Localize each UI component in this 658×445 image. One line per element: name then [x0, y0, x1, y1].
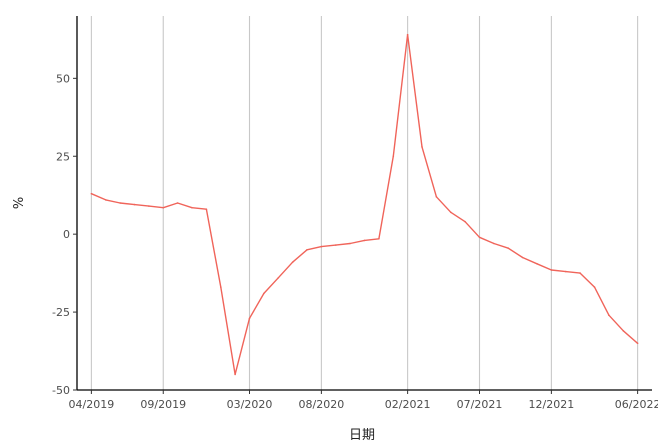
x-tick-label: 02/2021: [385, 398, 431, 411]
data-point: [248, 317, 251, 320]
series-line: [91, 34, 639, 376]
data-point: [176, 202, 179, 204]
x-tick-label: 07/2021: [457, 398, 503, 411]
data-point: [234, 373, 236, 376]
x-tick-label: 03/2020: [227, 398, 273, 411]
data-point: [521, 256, 524, 259]
data-point: [421, 146, 423, 148]
data-point: [536, 263, 538, 265]
y-tick-label: -25: [52, 306, 70, 319]
data-point: [565, 270, 567, 273]
y-tick-label: 0: [63, 228, 70, 241]
data-point: [335, 244, 337, 246]
data-point: [550, 269, 553, 271]
data-point: [493, 242, 495, 245]
data-point: [450, 211, 452, 214]
data-point: [105, 199, 107, 201]
data-point: [593, 286, 596, 288]
vertical-gridlines: [90, 16, 639, 390]
data-point: [349, 242, 351, 245]
y-axis-ticks: -50 -25 0 25 50: [52, 72, 77, 397]
data-point: [263, 292, 265, 295]
x-tick-label: 09/2019: [140, 398, 186, 411]
data-point: [205, 208, 208, 210]
data-point: [608, 314, 610, 317]
data-point: [507, 247, 510, 249]
y-tick-label: 25: [56, 150, 70, 163]
data-point: [162, 206, 165, 209]
data-point: [291, 261, 294, 264]
series-layer: [90, 33, 639, 376]
data-point: [220, 286, 222, 288]
data-point: [320, 245, 323, 248]
data-point: [277, 277, 280, 279]
y-tick-label: -50: [52, 384, 70, 397]
x-axis-title: 日期: [349, 428, 375, 443]
data-point: [306, 249, 308, 251]
data-point: [191, 206, 193, 209]
data-point: [378, 238, 380, 240]
data-point: [478, 236, 481, 239]
x-tick-label: 08/2020: [299, 398, 345, 411]
data-point: [622, 330, 625, 332]
data-point: [133, 203, 136, 206]
data-point: [636, 342, 639, 345]
data-point: [579, 272, 581, 274]
data-point: [363, 239, 366, 242]
data-point: [406, 33, 409, 36]
data-point: [464, 220, 466, 223]
x-tick-label: 04/2019: [69, 398, 115, 411]
x-axis-ticks: 04/2019 09/2019 03/2020 08/2020 02/2021 07/20…: [69, 390, 658, 411]
data-point: [435, 196, 438, 198]
x-tick-label: 12/2021: [529, 398, 575, 411]
data-point: [119, 202, 121, 204]
y-axis-title: %: [12, 197, 27, 209]
data-point: [392, 155, 395, 158]
data-point: [148, 205, 150, 207]
data-point: [90, 192, 93, 195]
x-tick-label: 06/2022: [615, 398, 658, 411]
y-tick-label: 50: [56, 72, 70, 85]
